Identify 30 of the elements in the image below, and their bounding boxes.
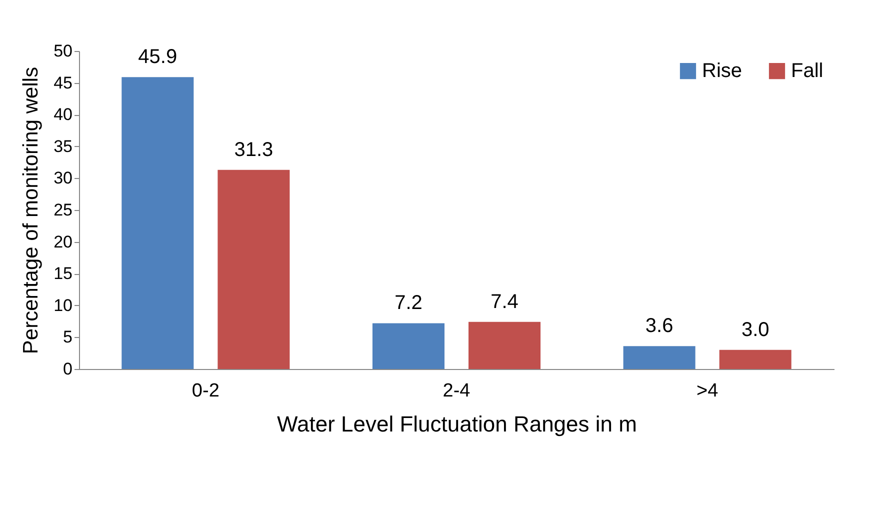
y-tick-label: 50 [54,42,72,60]
y-tick-label: 10 [54,296,72,315]
y-tick-label: 35 [54,136,72,156]
x-axis-title: Water Level Fluctuation Ranges in m [277,412,637,436]
y-tick-label: 0 [63,360,72,378]
data-label: 7.4 [490,290,518,313]
bar [372,323,444,369]
y-tick-label: 20 [54,232,72,252]
y-tick-label: 25 [54,200,72,220]
y-tick-label: 5 [63,328,72,347]
bar [122,77,194,369]
data-label: 31.3 [234,138,274,161]
legend-label: Fall [791,60,824,82]
data-label: 45.9 [138,46,178,68]
x-tick-label: >4 [696,380,719,402]
bar [623,346,696,369]
data-label: 7.2 [394,292,422,314]
x-tick-label: 2-4 [442,380,471,402]
y-tick-label: 45 [54,73,72,92]
legend-label: Rise [702,60,742,82]
y-tick-label: 30 [54,168,72,188]
bar [468,322,541,369]
data-label: 3.0 [741,318,770,341]
bar [719,350,792,369]
y-tick-label: 15 [54,264,72,284]
y-tick-label: 40 [54,105,72,124]
data-label: 3.6 [645,315,674,338]
y-axis-title: Percentage of monitoring wells [20,66,43,354]
x-tick-label: 0-2 [192,380,220,402]
bar [218,170,290,369]
